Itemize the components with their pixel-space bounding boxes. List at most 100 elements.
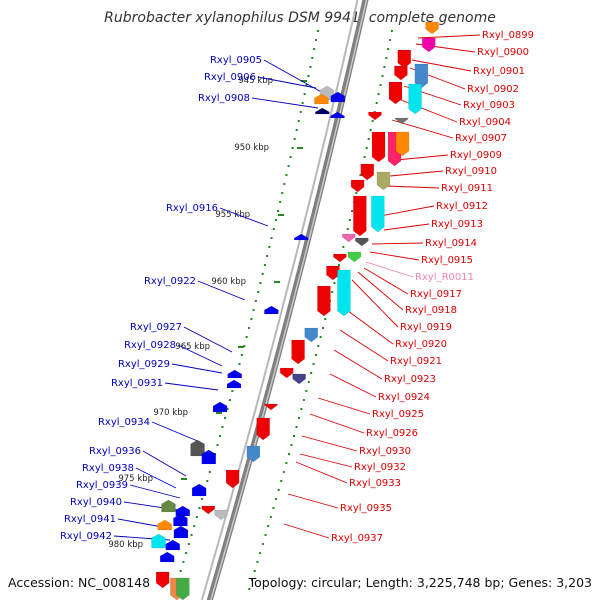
gene-label-right: Rxyl_0925 <box>372 409 424 420</box>
forward-gene-arrow <box>397 49 412 69</box>
leader-line <box>142 450 187 477</box>
leader-line <box>417 34 481 39</box>
track-dot <box>309 66 312 68</box>
leader-line <box>329 373 377 398</box>
leader-line <box>129 484 181 499</box>
scale-tick-label: 965 kbp <box>175 342 210 352</box>
gene-label-right: Rxyl_0918 <box>405 305 457 316</box>
track-dot <box>256 561 259 563</box>
forward-gene-arrow <box>355 237 369 247</box>
leader-line <box>317 397 371 415</box>
reverse-gene-arrow <box>330 91 346 103</box>
reverse-gene-arrow <box>314 93 329 105</box>
leader-line <box>379 205 435 217</box>
leader-line <box>135 467 177 489</box>
track-dot <box>321 327 324 329</box>
reverse-gene-arrow <box>157 519 172 531</box>
gene-features <box>151 21 439 600</box>
gene-label-right: Rxyl_0910 <box>445 166 497 177</box>
track-dot <box>299 111 302 113</box>
track-dot <box>312 363 315 365</box>
track-dot <box>319 336 322 338</box>
gene-label-right: Rxyl_0912 <box>436 201 488 212</box>
leader-line <box>383 223 430 231</box>
leader-line <box>171 363 223 374</box>
leader-line <box>219 207 269 227</box>
gene-label-left: Rxyl_0916 <box>166 203 218 214</box>
track-dot <box>367 138 370 140</box>
track-dot <box>369 129 372 131</box>
forward-gene-arrow <box>347 251 362 263</box>
gene-label-left: Rxyl_0934 <box>98 417 150 428</box>
reverse-gene-arrow <box>264 305 279 315</box>
reverse-gene-arrow <box>159 551 175 563</box>
leader-line <box>339 329 389 362</box>
track-dot <box>287 165 290 167</box>
track-dot <box>289 156 292 158</box>
reverse-gene-arrow <box>173 525 189 539</box>
leader-line <box>257 76 317 89</box>
track-dot <box>251 579 254 581</box>
track-dot <box>285 462 288 464</box>
track-dot <box>267 525 270 527</box>
gene-label-left: Rxyl_0928 <box>124 340 176 351</box>
track-dot <box>290 444 293 446</box>
track-dot <box>243 345 246 347</box>
gene-label-left: Rxyl_0927 <box>130 322 182 333</box>
forward-gene-arrow <box>425 21 439 35</box>
gene-label-right: Rxyl_0915 <box>421 255 473 266</box>
track-dot <box>248 588 251 590</box>
track-dot <box>377 93 380 95</box>
track-dot <box>240 354 243 356</box>
gene-label-left: Rxyl_0938 <box>82 463 134 474</box>
track-dot <box>305 390 308 392</box>
gene-label-right: Rxyl_0937 <box>331 533 383 544</box>
track-dot <box>179 570 182 572</box>
forward-gene-arrow <box>304 327 318 343</box>
track-dot <box>198 507 201 509</box>
track-dot <box>185 552 188 554</box>
reverse-gene-arrow <box>315 107 330 115</box>
track-dot <box>252 309 255 311</box>
forward-gene-arrow <box>326 265 340 281</box>
forward-gene-arrow <box>201 505 216 515</box>
gene-label-right: Rxyl_0914 <box>425 238 477 249</box>
track-dot <box>257 291 260 293</box>
forward-gene-arrow <box>342 233 356 243</box>
gene-label-right: Rxyl_0904 <box>459 117 511 128</box>
label-leader-lines <box>113 34 481 541</box>
gene-label-left: Rxyl_0941 <box>64 514 116 525</box>
forward-gene-arrow <box>360 163 375 181</box>
track-dot <box>314 354 317 356</box>
track-dot <box>293 138 296 140</box>
backbone-line <box>206 0 369 600</box>
leader-line <box>357 271 404 311</box>
track-dot <box>307 381 310 383</box>
reverse-gene-arrow <box>212 401 228 413</box>
leader-line <box>371 242 424 245</box>
gene-label-right: Rxyl_0933 <box>349 478 401 489</box>
track-dot <box>274 219 277 221</box>
track-dot <box>253 570 256 572</box>
leader-line <box>385 185 440 189</box>
gene-label-right: Rxyl_0900 <box>477 47 529 58</box>
track-dot <box>291 147 294 149</box>
leader-line <box>164 382 219 391</box>
leader-line <box>299 453 353 468</box>
gene-label-right: Rxyl_0903 <box>463 100 515 111</box>
leader-line <box>395 97 458 123</box>
track-dot <box>363 156 366 158</box>
track-dot <box>333 282 336 284</box>
accession-text: Accession: NC_008148 <box>8 575 151 590</box>
track-dot <box>259 552 262 554</box>
track-dot <box>346 228 349 230</box>
leader-line <box>309 413 365 434</box>
track-dot <box>387 48 390 50</box>
reverse-gene-arrow <box>191 483 207 497</box>
track-dot <box>280 480 283 482</box>
track-dot <box>379 84 382 86</box>
gene-label-left: Rxyl_0929 <box>118 359 170 370</box>
track-dot <box>228 399 231 401</box>
track-dot <box>381 75 384 77</box>
leader-line <box>369 251 420 261</box>
